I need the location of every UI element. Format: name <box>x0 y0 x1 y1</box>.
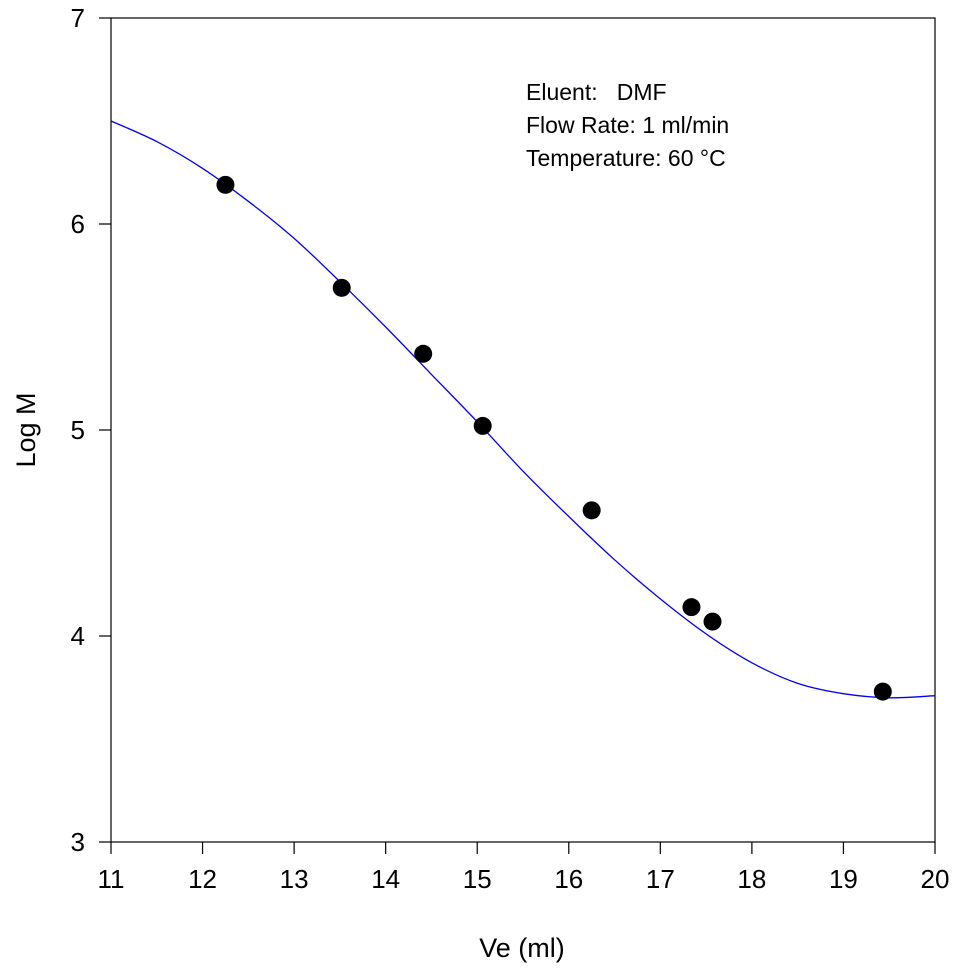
y-axis-label: Log M <box>11 392 41 467</box>
annotation-eluent: Eluent: DMF <box>526 79 667 105</box>
axes <box>110 17 936 843</box>
x-tick-label: 19 <box>829 864 858 894</box>
y-tick-label: 4 <box>71 621 85 651</box>
x-axis-ticks: 11 12 13 14 15 16 17 18 19 20 <box>98 842 950 894</box>
x-tick-label: 13 <box>280 864 309 894</box>
x-tick-label: 16 <box>554 864 583 894</box>
data-point <box>414 344 433 363</box>
fit-curve <box>110 120 936 699</box>
data-point <box>703 612 722 631</box>
y-tick-label: 5 <box>71 415 85 445</box>
data-point <box>682 598 701 617</box>
data-point <box>332 278 351 297</box>
x-tick-label: 11 <box>98 864 125 894</box>
x-axis-label: Ve (ml) <box>479 933 565 963</box>
y-tick-label: 3 <box>71 827 85 857</box>
x-tick-label: 14 <box>371 864 400 894</box>
y-tick-label: 6 <box>71 209 85 239</box>
data-point <box>582 501 601 520</box>
data-points <box>216 175 892 701</box>
y-tick-label: 7 <box>71 3 85 33</box>
x-tick-label: 17 <box>646 864 675 894</box>
x-tick-label: 15 <box>463 864 492 894</box>
plot-frame <box>110 17 936 843</box>
data-point <box>873 682 892 701</box>
x-tick-label: 12 <box>188 864 217 894</box>
data-point <box>216 175 235 194</box>
y-axis-ticks: 3 4 5 6 7 <box>71 3 111 857</box>
annotation-temperature: Temperature: 60 °C <box>526 145 726 171</box>
x-tick-label: 20 <box>921 864 950 894</box>
annotation-flow-rate: Flow Rate: 1 ml/min <box>526 112 729 138</box>
x-tick-label: 18 <box>737 864 766 894</box>
data-point <box>473 416 492 435</box>
